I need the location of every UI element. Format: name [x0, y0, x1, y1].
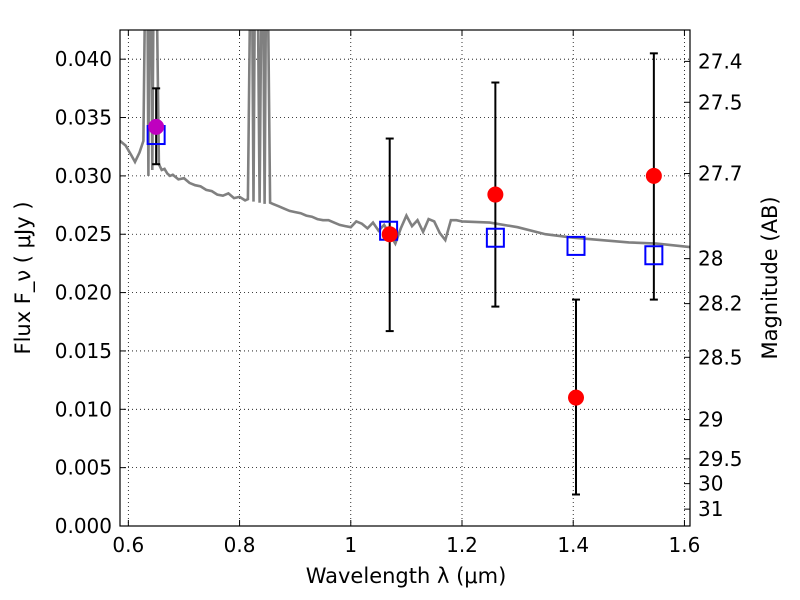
observed-flux-point — [381, 226, 398, 243]
observed-flux-point — [148, 118, 165, 135]
right-tick-label: 27.7 — [698, 162, 743, 186]
x-axis-label: Wavelength λ (μm) — [306, 564, 507, 588]
x-tick-label: 1.6 — [669, 533, 701, 557]
x-axis-ticks: 0.6 0.8 1 1.2 1.4 1.6 — [112, 30, 700, 557]
right-tick-label: 28 — [698, 247, 723, 271]
x-tick-label: 0.8 — [224, 533, 256, 557]
x-tick-label: 0.6 — [112, 533, 144, 557]
right-tick-label: 28.2 — [698, 292, 743, 316]
observed-flux-point — [568, 389, 584, 406]
x-tick-label: 1.4 — [557, 533, 589, 557]
y-axis-label: Flux F_ν ( μJy ) — [11, 201, 36, 354]
model-band-markers — [146, 125, 664, 266]
right-tick-label: 29.5 — [698, 447, 743, 471]
y-axis-ticks: 0.000 0.005 0.010 0.015 0.020 0.025 0.030 0.035… — [55, 47, 126, 538]
observed-flux-markers — [148, 118, 662, 406]
right-tick-label: 31 — [698, 497, 723, 521]
y-tick-label: 0.035 — [55, 106, 112, 130]
y-tick-label: 0.030 — [55, 164, 112, 188]
right-tick-label: 29 — [698, 408, 723, 432]
y-tick-label: 0.040 — [55, 47, 112, 71]
y-tick-label: 0.020 — [55, 281, 112, 305]
grid-lines — [120, 30, 690, 527]
y-tick-label: 0.025 — [55, 222, 112, 246]
right-tick-label: 27.5 — [698, 90, 743, 114]
right-tick-label: 27.4 — [698, 49, 743, 73]
right-axis-label: Magnitude (AB) — [758, 196, 782, 359]
x-tick-label: 1 — [344, 533, 357, 557]
model-band-square — [485, 227, 505, 248]
model-band-square — [566, 235, 586, 256]
y-tick-label: 0.010 — [55, 397, 112, 421]
y-tick-label: 0.015 — [55, 339, 112, 363]
right-tick-label: 30 — [698, 472, 723, 496]
y-tick-label: 0.005 — [55, 456, 112, 480]
plot-frame — [119, 29, 691, 527]
model-spectrum-polyline — [120, 30, 690, 249]
observed-flux-point — [645, 167, 662, 184]
y-tick-label: 0.000 — [55, 514, 112, 538]
error-bars — [152, 52, 658, 496]
x-tick-label: 1.2 — [446, 533, 478, 557]
right-tick-label: 28.5 — [698, 345, 743, 369]
model-spectrum-line — [120, 30, 690, 249]
model-band-square — [644, 245, 664, 266]
observed-flux-point — [487, 186, 504, 203]
